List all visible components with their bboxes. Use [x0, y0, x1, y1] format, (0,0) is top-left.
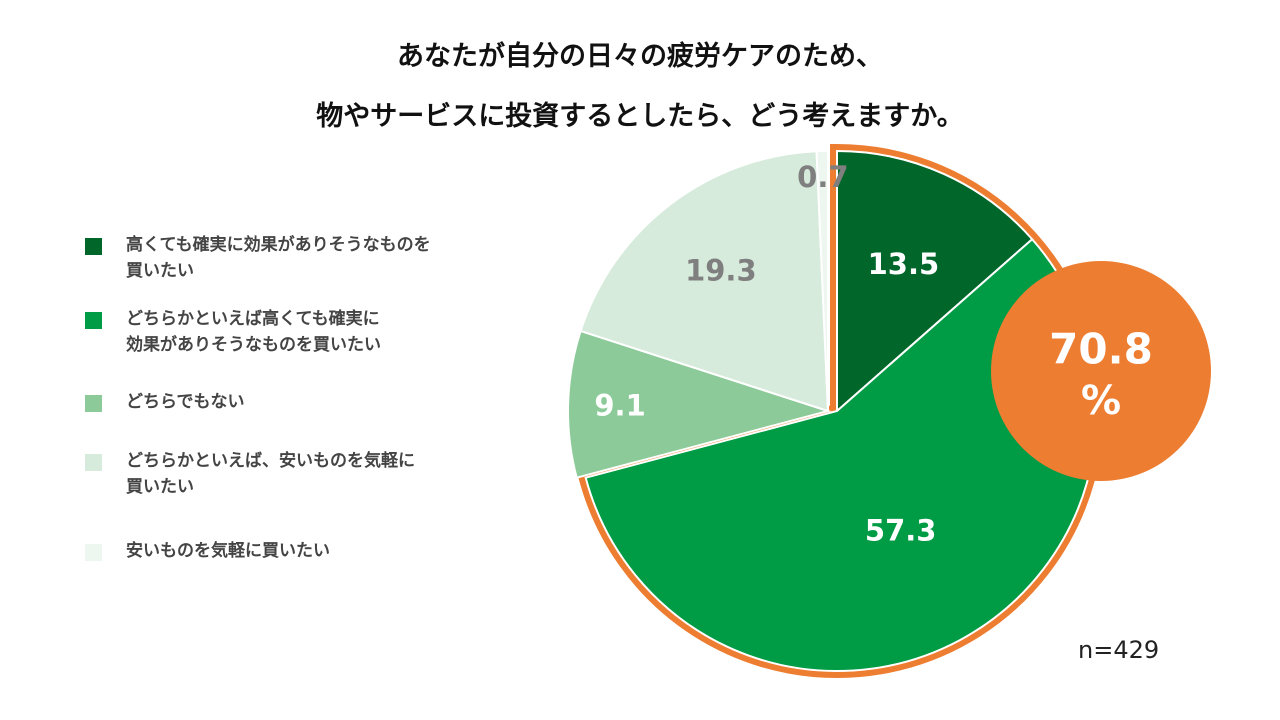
- highlight-value: 70.8: [1049, 325, 1153, 374]
- legend-label: どちらかといえば、安いものを気軽に 買いたい: [126, 451, 415, 497]
- legend-label: 高くても確実に効果がありそうなものを 買いたい: [126, 235, 431, 281]
- data-label: 9.1: [594, 388, 645, 422]
- legend-item: どちらかといえば高くても確実に 効果がありそうなものを買いたい: [85, 306, 526, 358]
- legend-swatch: [85, 544, 102, 561]
- data-label: 0.7: [797, 160, 848, 194]
- legend-swatch: [85, 238, 102, 255]
- highlight-unit: %: [1081, 378, 1121, 424]
- legend-label: 安いものを気軽に買いたい: [126, 541, 330, 561]
- data-label: 13.5: [868, 247, 940, 281]
- legend-swatch: [85, 312, 102, 329]
- legend-swatch: [85, 395, 102, 412]
- legend-label: どちらでもない: [126, 392, 245, 412]
- chart-title-line-2: 物やサービスに投資するとしたら、どう考えますか。: [316, 101, 964, 132]
- legend-item: 安いものを気軽に買いたい: [85, 538, 526, 564]
- data-label: 57.3: [865, 513, 937, 547]
- pie-slice: [815, 149, 829, 412]
- legend-label: どちらかといえば高くても確実に 効果がありそうなものを買いたい: [126, 309, 381, 355]
- legend-item: 高くても確実に効果がありそうなものを 買いたい: [85, 232, 526, 284]
- pie-slice: [836, 149, 1034, 414]
- legend-item: どちらでもない: [85, 389, 526, 415]
- chart-title-line-1: あなたが自分の日々の疲労ケアのため、: [397, 41, 883, 72]
- sample-size-label: n=429: [1078, 636, 1160, 664]
- pie-slice: [567, 329, 832, 479]
- legend-item: どちらかといえば、安いものを気軽に 買いたい: [85, 448, 526, 500]
- data-label: 19.3: [685, 253, 757, 287]
- highlight-circle: [991, 261, 1211, 481]
- legend-swatch: [85, 454, 102, 471]
- pie-slice: [579, 150, 830, 413]
